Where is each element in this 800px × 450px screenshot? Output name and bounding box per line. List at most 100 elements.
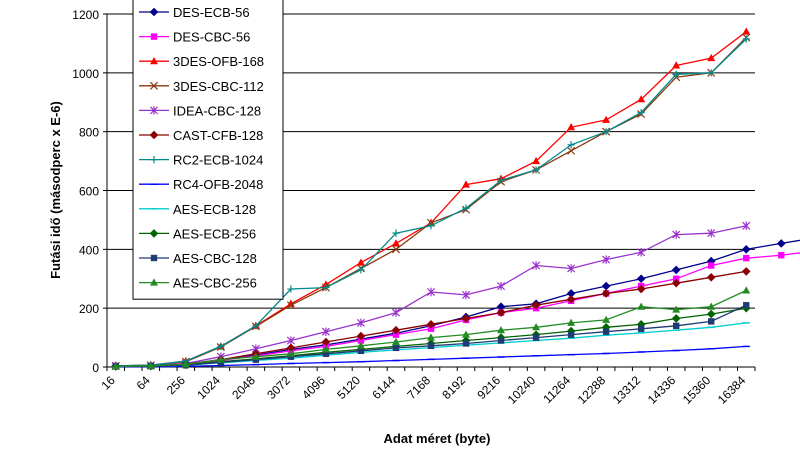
data-marker — [427, 342, 435, 350]
data-marker — [392, 344, 400, 352]
x-tick-label: 64 — [134, 373, 154, 393]
data-marker — [567, 123, 576, 131]
x-tick-label: 2048 — [229, 373, 258, 402]
legend-item: 3DES-CBC-112 — [139, 79, 264, 94]
data-marker — [286, 299, 295, 307]
legend-label: AES-ECB-128 — [173, 202, 256, 217]
data-marker — [356, 258, 365, 266]
data-marker — [321, 327, 330, 336]
data-marker — [532, 166, 540, 174]
data-marker — [742, 221, 751, 230]
data-marker — [497, 326, 506, 334]
x-axis-title: Adat méret (byte) — [384, 431, 491, 446]
data-marker — [672, 275, 680, 282]
data-marker — [286, 349, 295, 357]
data-marker — [706, 272, 716, 282]
x-tick-label: 14336 — [645, 373, 679, 407]
data-marker — [532, 323, 541, 331]
data-marker — [322, 350, 330, 357]
data-marker — [391, 337, 400, 345]
data-marker — [462, 204, 470, 212]
data-marker — [532, 156, 541, 165]
data-marker — [391, 308, 400, 317]
x-tick-label: 5120 — [334, 373, 363, 402]
x-tick-label: 1024 — [194, 373, 223, 402]
legend: DES-ECB-56 DES-CBC-56 3DES-OFB-168 3DES-CBC… — [132, 0, 284, 300]
data-marker — [427, 222, 435, 230]
data-marker — [391, 239, 400, 247]
data-marker — [497, 176, 505, 184]
data-marker — [150, 33, 158, 40]
data-marker — [497, 281, 506, 291]
legend-label: DES-CBC-56 — [173, 30, 250, 45]
y-tick-label: 1200 — [72, 8, 99, 22]
data-marker — [149, 81, 159, 90]
data-marker — [181, 360, 190, 368]
data-marker — [462, 290, 471, 300]
legend-item: AES-ECB-256 — [139, 226, 256, 241]
data-marker — [150, 57, 158, 65]
data-marker — [356, 318, 365, 328]
legend-item: RC4-OFB-2048 — [139, 177, 263, 192]
data-marker — [287, 285, 295, 293]
data-marker — [321, 345, 330, 353]
data-marker — [150, 254, 158, 262]
data-marker — [149, 130, 159, 140]
data-marker — [776, 239, 786, 248]
data-marker — [637, 108, 645, 117]
data-marker — [322, 283, 330, 292]
data-marker — [497, 337, 505, 344]
legend-label: 3DES-CBC-112 — [173, 79, 264, 94]
data-marker — [743, 302, 750, 309]
data-marker — [392, 229, 400, 237]
data-marker — [706, 309, 716, 319]
data-marker — [602, 115, 611, 123]
legend-label: AES-ECB-256 — [173, 226, 256, 241]
data-marker — [636, 274, 646, 284]
data-marker — [461, 314, 471, 323]
data-marker — [672, 305, 681, 313]
data-marker — [566, 295, 576, 304]
data-marker — [149, 229, 159, 238]
x-tick-label: 7168 — [404, 373, 433, 402]
data-marker — [356, 341, 365, 349]
y-tick-label: 0 — [92, 361, 99, 375]
legend-item: RC2-ECB-1024 — [139, 153, 263, 168]
y-tick-label: 400 — [79, 243, 99, 257]
legend-item: DES-CBC-56 — [139, 30, 250, 45]
data-marker — [567, 318, 576, 326]
data-marker — [426, 287, 436, 297]
x-tick-label: 256 — [164, 373, 188, 397]
data-marker — [671, 314, 681, 323]
legend-item: AES-ECB-128 — [139, 202, 256, 217]
legend-label: RC2-ECB-1024 — [173, 153, 263, 168]
data-marker — [743, 254, 750, 262]
y-tick-label: 1000 — [72, 67, 99, 81]
data-marker — [392, 331, 400, 338]
x-tick-label: 6144 — [369, 373, 398, 402]
data-marker — [601, 289, 611, 298]
data-marker — [637, 95, 646, 103]
y-tick-label: 800 — [79, 126, 99, 140]
data-marker — [427, 325, 435, 332]
y-axis-ticks: 0 200 400 600 800 1000 1200 — [72, 8, 107, 375]
data-marker — [602, 255, 611, 264]
data-marker — [149, 7, 159, 17]
data-marker — [111, 362, 120, 370]
data-marker — [462, 340, 470, 347]
legend-item: CAST-CFB-128 — [139, 128, 263, 143]
series-aes-cbc-256 — [111, 286, 751, 370]
data-marker — [637, 325, 645, 332]
data-marker — [741, 267, 751, 276]
data-marker — [778, 252, 785, 259]
legend-item: IDEA-CBC-128 — [139, 103, 261, 118]
data-marker — [286, 336, 295, 345]
data-marker — [496, 308, 506, 317]
data-marker — [567, 331, 575, 338]
data-marker — [602, 328, 610, 335]
data-marker — [567, 264, 576, 273]
data-marker — [150, 156, 158, 164]
y-axis-title: Futási idő (másodperc x E-6) — [48, 101, 63, 279]
data-marker — [672, 230, 681, 239]
